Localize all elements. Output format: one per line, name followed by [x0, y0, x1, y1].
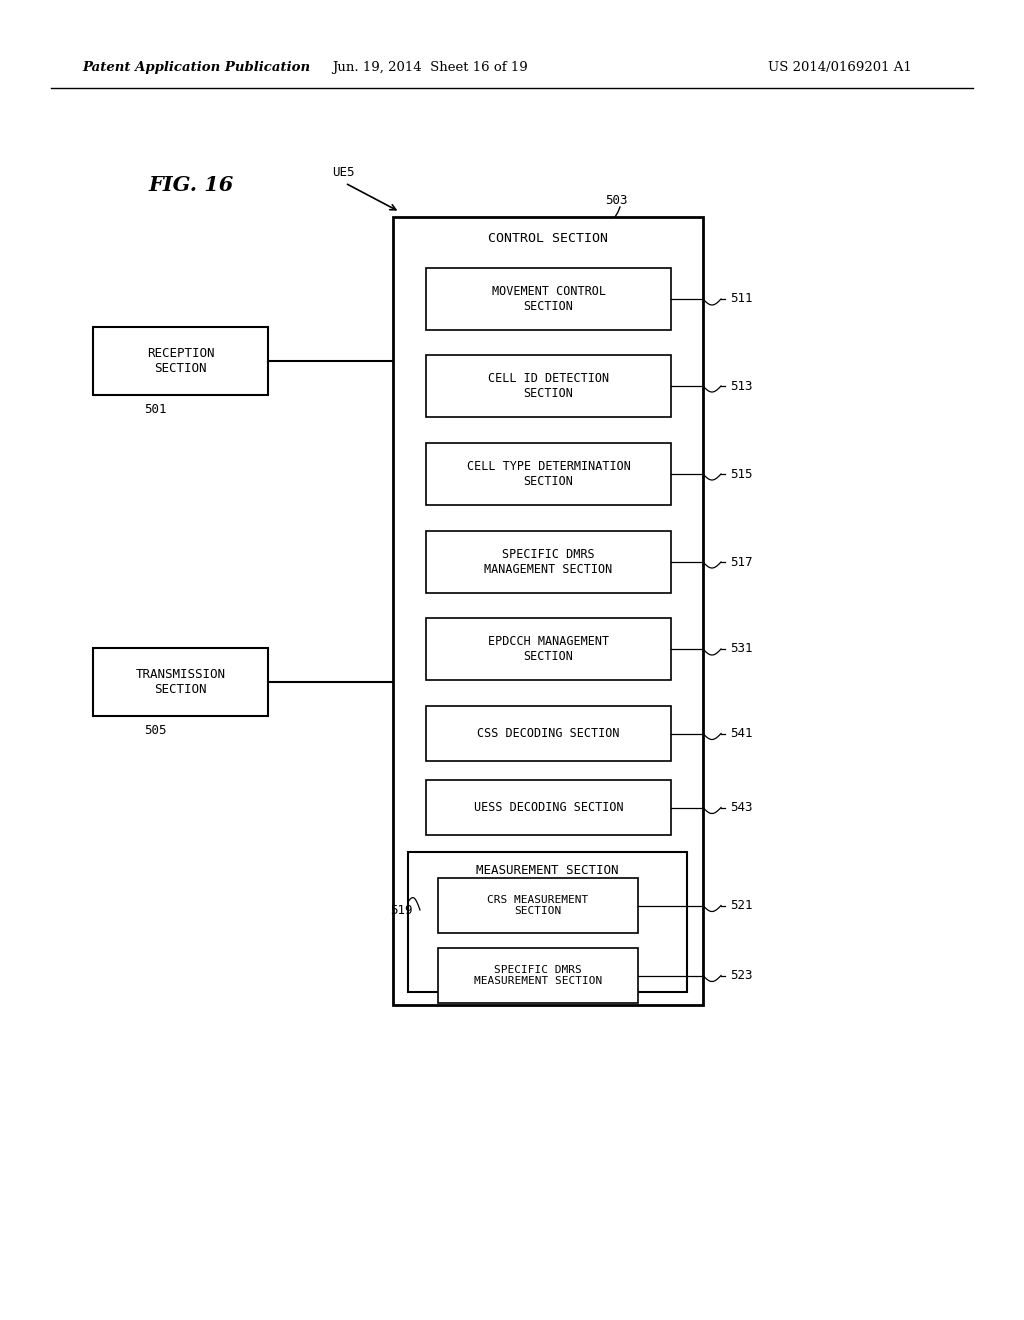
Bar: [93, 327, 268, 395]
Text: UESS DECODING SECTION: UESS DECODING SECTION: [474, 801, 624, 814]
Text: CELL TYPE DETERMINATION
SECTION: CELL TYPE DETERMINATION SECTION: [467, 459, 631, 488]
Bar: [438, 878, 638, 933]
Text: CONTROL SECTION: CONTROL SECTION: [488, 231, 608, 244]
Bar: [393, 216, 703, 1005]
Text: 503: 503: [605, 194, 628, 206]
Bar: [426, 706, 671, 762]
Text: 523: 523: [730, 969, 753, 982]
Bar: [408, 851, 687, 993]
Text: 515: 515: [730, 467, 753, 480]
Text: UE5: UE5: [332, 166, 354, 180]
Text: CSS DECODING SECTION: CSS DECODING SECTION: [477, 727, 620, 741]
Bar: [426, 444, 671, 506]
Text: 519: 519: [390, 903, 413, 916]
Text: SPECIFIC DMRS
MEASUREMENT SECTION: SPECIFIC DMRS MEASUREMENT SECTION: [474, 965, 602, 986]
Text: 543: 543: [730, 801, 753, 814]
Text: RECEPTION
SECTION: RECEPTION SECTION: [146, 347, 214, 375]
Text: 521: 521: [730, 899, 753, 912]
Text: CELL ID DETECTION
SECTION: CELL ID DETECTION SECTION: [488, 372, 609, 400]
Text: 513: 513: [730, 380, 753, 392]
Text: Patent Application Publication: Patent Application Publication: [82, 62, 310, 74]
Text: 505: 505: [143, 725, 166, 738]
Text: TRANSMISSION
SECTION: TRANSMISSION SECTION: [135, 668, 225, 696]
Bar: [438, 948, 638, 1003]
Text: FIG. 16: FIG. 16: [148, 176, 233, 195]
Text: MEASUREMENT SECTION: MEASUREMENT SECTION: [476, 863, 618, 876]
Text: 501: 501: [143, 404, 166, 417]
Bar: [426, 355, 671, 417]
Text: MOVEMENT CONTROL
SECTION: MOVEMENT CONTROL SECTION: [492, 285, 605, 313]
Text: 517: 517: [730, 556, 753, 569]
Text: SPECIFIC DMRS
MANAGEMENT SECTION: SPECIFIC DMRS MANAGEMENT SECTION: [484, 548, 612, 576]
Bar: [426, 268, 671, 330]
Text: 511: 511: [730, 293, 753, 305]
Bar: [426, 618, 671, 680]
Bar: [426, 780, 671, 836]
Text: 541: 541: [730, 727, 753, 741]
Bar: [426, 531, 671, 593]
Bar: [93, 648, 268, 715]
Text: US 2014/0169201 A1: US 2014/0169201 A1: [768, 62, 911, 74]
Text: 531: 531: [730, 643, 753, 656]
Text: EPDCCH MANAGEMENT
SECTION: EPDCCH MANAGEMENT SECTION: [488, 635, 609, 663]
Text: CRS MEASUREMENT
SECTION: CRS MEASUREMENT SECTION: [487, 895, 589, 916]
Text: Jun. 19, 2014  Sheet 16 of 19: Jun. 19, 2014 Sheet 16 of 19: [332, 62, 528, 74]
